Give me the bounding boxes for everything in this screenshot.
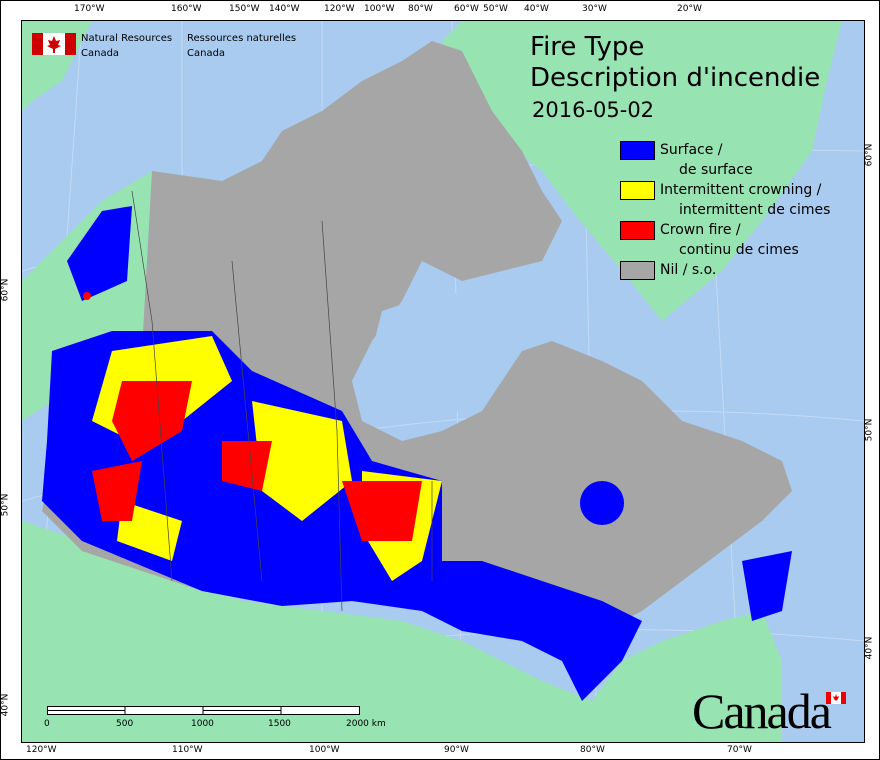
left-tick: 50°N — [0, 493, 11, 517]
scale-bar — [47, 706, 360, 715]
top-tick: 170°W — [74, 4, 105, 14]
agency-name-fr: Ressources naturelles Canada — [187, 31, 296, 61]
legend-item-surface: Surface / — [620, 140, 830, 160]
left-tick: 40°N — [0, 693, 11, 717]
map-area — [21, 20, 865, 743]
bottom-tick: 120°W — [26, 745, 57, 755]
legend-swatch — [620, 141, 655, 160]
top-tick: 40°W — [524, 4, 549, 14]
top-tick: 50°W — [483, 4, 508, 14]
top-tick: 60°W — [454, 4, 479, 14]
legend-item-intermittent: Intermittent crowning / — [620, 180, 830, 200]
united-states — [22, 521, 782, 742]
legend-sublabel: intermittent de cimes — [679, 202, 831, 218]
bottom-tick: 110°W — [172, 745, 203, 755]
bottom-tick: 80°W — [580, 745, 605, 755]
map-title: Fire Type Description d'incendie — [530, 32, 820, 94]
bottom-tick: 70°W — [727, 745, 752, 755]
top-tick: 20°W — [677, 4, 702, 14]
right-tick: 40°N — [864, 636, 875, 660]
legend-label: Intermittent crowning / — [660, 182, 822, 198]
title-fr: Description d'incendie — [530, 63, 821, 93]
legend-swatch — [620, 181, 655, 200]
agency-name-en: Natural Resources Canada — [81, 31, 172, 61]
arctic-islands — [262, 81, 522, 261]
legend-sublabel: continu de cimes — [679, 242, 799, 258]
scale-label: 0 — [44, 719, 50, 729]
map-date: 2016-05-02 — [532, 98, 655, 122]
title-en: Fire Type — [530, 32, 645, 62]
bottom-tick: 100°W — [309, 745, 340, 755]
greenland — [442, 21, 842, 321]
fire-surface-areas — [42, 206, 792, 701]
right-tick: 60°N — [864, 143, 875, 167]
bottom-tick: 90°W — [444, 745, 469, 755]
left-tick: 60°N — [0, 278, 11, 302]
wordmark-flag-icon — [826, 692, 846, 704]
scale-label: 1000 — [191, 719, 214, 729]
legend-sublabel: de surface — [679, 162, 753, 178]
legend-swatch — [620, 261, 655, 280]
legend-item-crown: Crown fire / — [620, 220, 830, 240]
top-tick: 100°W — [364, 4, 395, 14]
agency-en-line2: Canada — [81, 48, 120, 59]
right-tick: 50°N — [864, 418, 875, 442]
scale-label: 500 — [116, 719, 134, 729]
scale-label: 1500 — [268, 719, 291, 729]
province-borders — [131, 190, 433, 612]
legend-swatch — [620, 221, 655, 240]
agency-fr-line2: Canada — [187, 48, 226, 59]
agency-en-line1: Natural Resources — [81, 33, 173, 44]
top-tick: 120°W — [324, 4, 355, 14]
top-tick: 140°W — [269, 4, 300, 14]
canada-flag-logo — [32, 33, 76, 55]
top-tick: 160°W — [171, 4, 202, 14]
hudson-bay — [367, 291, 522, 421]
legend-label: Crown fire / — [660, 222, 741, 238]
fire-crown-areas — [83, 292, 422, 541]
top-tick: 30°W — [582, 4, 607, 14]
scale-label: 2000 km — [346, 719, 386, 729]
legend: Surface / de surface Intermittent crowni… — [620, 140, 830, 280]
map-canvas — [22, 21, 864, 742]
top-tick: 150°W — [229, 4, 260, 14]
top-tick: 80°W — [408, 4, 433, 14]
agency-fr-line1: Ressources naturelles — [187, 33, 297, 44]
legend-label: Surface / — [660, 142, 723, 158]
canada-wordmark: Canada — [692, 683, 832, 739]
legend-label: Nil / s.o. — [660, 262, 717, 278]
legend-item-nil: Nil / s.o. — [620, 260, 830, 280]
